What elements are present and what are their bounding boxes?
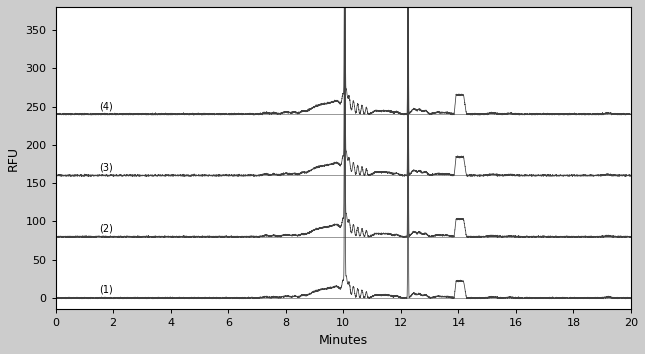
Text: (1): (1) — [99, 285, 113, 295]
Text: (3): (3) — [99, 162, 113, 172]
Y-axis label: RFU: RFU — [7, 146, 20, 171]
X-axis label: Minutes: Minutes — [319, 334, 368, 347]
Text: (4): (4) — [99, 101, 113, 111]
Text: (2): (2) — [99, 224, 113, 234]
